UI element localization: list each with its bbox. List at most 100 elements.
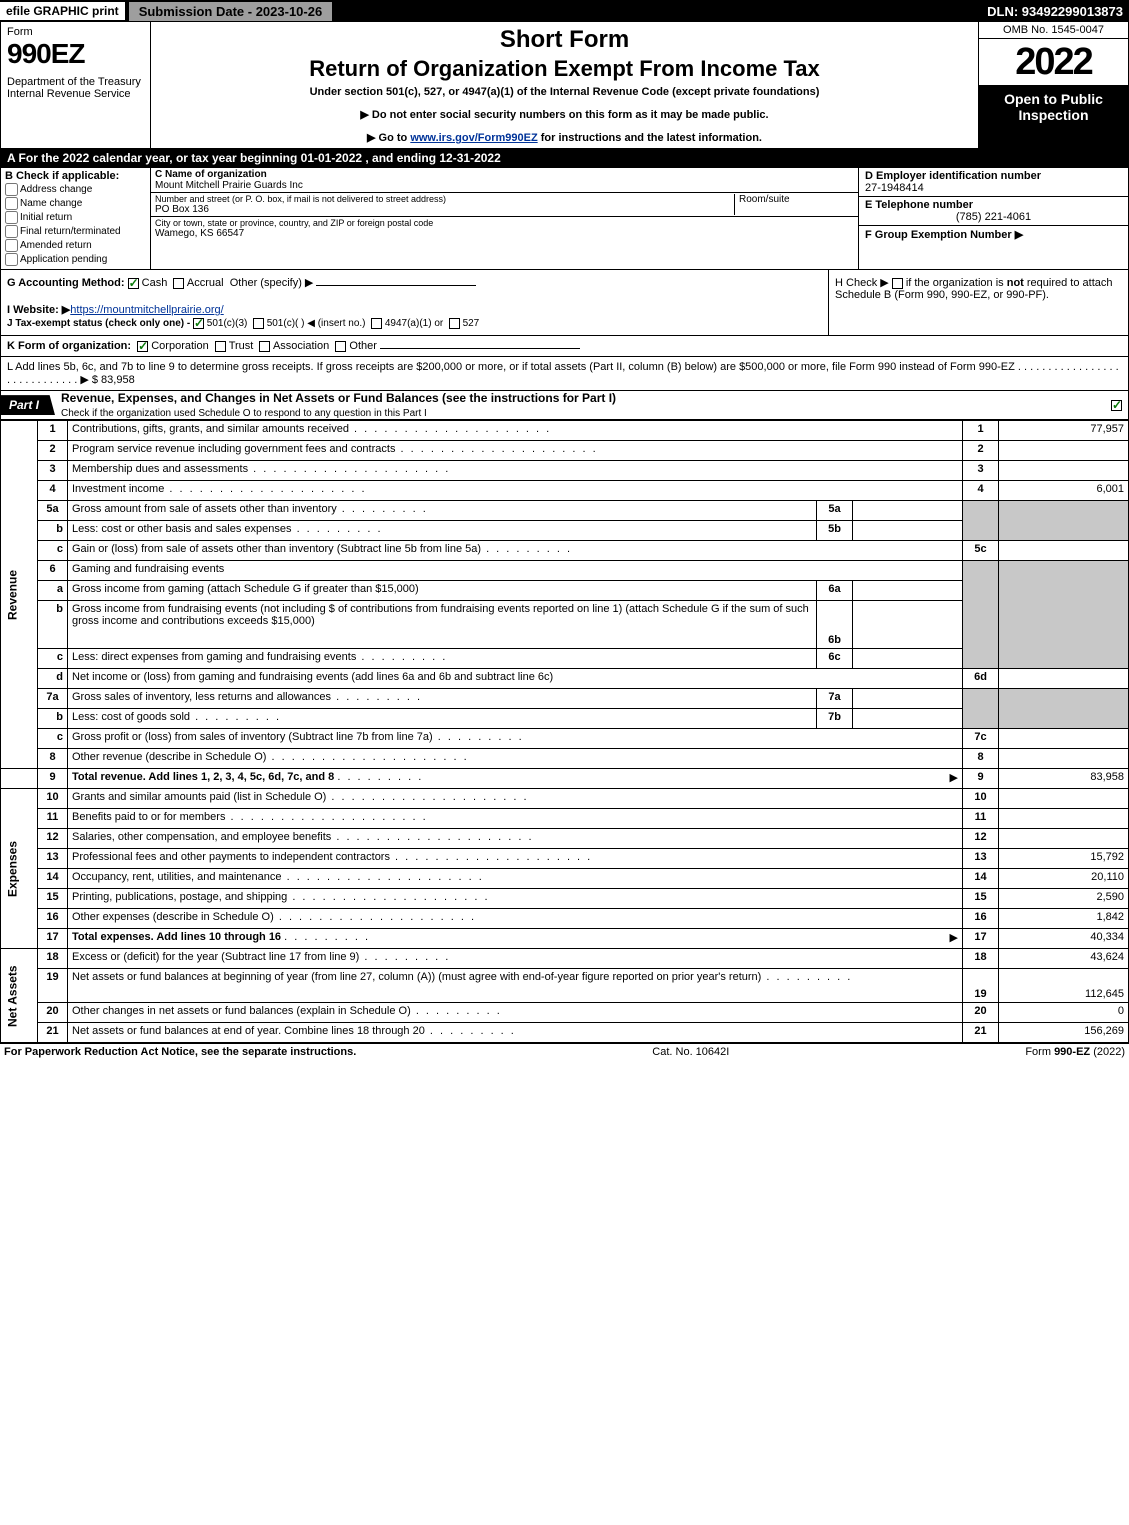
line1-rlabel: 1: [963, 421, 999, 441]
chk-application-pending[interactable]: Application pending: [5, 253, 146, 266]
line6b-num: b: [38, 601, 68, 649]
line6a-desc: Gross income from gaming (attach Schedul…: [68, 581, 817, 601]
line7b-desc: Less: cost of goods sold: [68, 709, 817, 729]
chk-527[interactable]: [449, 318, 460, 329]
e-label: E Telephone number: [865, 199, 973, 211]
footer-catno: Cat. No. 10642I: [652, 1046, 729, 1058]
line17-value: 40,334: [999, 929, 1129, 949]
line7c-rlabel: 7c: [963, 729, 999, 749]
chk-association[interactable]: [259, 341, 270, 352]
line7a-inlabel: 7a: [817, 689, 853, 709]
line7b-inlabel: 7b: [817, 709, 853, 729]
chk-cash[interactable]: [128, 278, 139, 289]
line18-value: 43,624: [999, 949, 1129, 969]
l-text: L Add lines 5b, 6c, and 7b to line 9 to …: [7, 361, 1119, 386]
line16-rlabel: 16: [963, 909, 999, 929]
line6d-rlabel: 6d: [963, 669, 999, 689]
line4-rlabel: 4: [963, 481, 999, 501]
line9-rlabel: 9: [963, 769, 999, 789]
line19-num: 19: [38, 969, 68, 1003]
line2-num: 2: [38, 441, 68, 461]
part1-header: Part I Revenue, Expenses, and Changes in…: [0, 391, 1129, 420]
chk-address-change[interactable]: Address change: [5, 183, 146, 196]
line11-num: 11: [38, 809, 68, 829]
header-right: OMB No. 1545-0047 2022 Open to Public In…: [978, 22, 1128, 148]
line4-num: 4: [38, 481, 68, 501]
line2-desc: Program service revenue including govern…: [68, 441, 963, 461]
line10-rlabel: 10: [963, 789, 999, 809]
website-link[interactable]: https://mountmitchellprairie.org/: [70, 304, 223, 316]
g-acc-label: G Accounting Method:: [7, 277, 125, 289]
i-website-label: I Website: ▶: [7, 304, 70, 316]
omb-number: OMB No. 1545-0047: [979, 22, 1128, 39]
irs-link[interactable]: www.irs.gov/Form990EZ: [410, 132, 537, 144]
form-number: 990EZ: [7, 38, 144, 70]
line6c-desc: Less: direct expenses from gaming and fu…: [68, 649, 817, 669]
chk-amended-return[interactable]: Amended return: [5, 239, 146, 252]
line5a-inval: [853, 501, 963, 521]
chk-4947[interactable]: [371, 318, 382, 329]
line15-num: 15: [38, 889, 68, 909]
line9-desc: Total revenue. Add lines 1, 2, 3, 4, 5c,…: [68, 769, 963, 789]
line6d-num: d: [38, 669, 68, 689]
city-label: City or town, state or province, country…: [155, 218, 433, 228]
line14-desc: Occupancy, rent, utilities, and maintena…: [68, 869, 963, 889]
chk-other-org[interactable]: [335, 341, 346, 352]
line14-value: 20,110: [999, 869, 1129, 889]
line1-num: 1: [38, 421, 68, 441]
line14-num: 14: [38, 869, 68, 889]
chk-501c3[interactable]: [193, 318, 204, 329]
ssn-note: ▶ Do not enter social security numbers o…: [159, 108, 970, 121]
line1-desc: Contributions, gifts, grants, and simila…: [68, 421, 963, 441]
chk-corporation[interactable]: [137, 341, 148, 352]
line6c-inlabel: 6c: [817, 649, 853, 669]
line11-rlabel: 11: [963, 809, 999, 829]
chk-final-return[interactable]: Final return/terminated: [5, 225, 146, 238]
line7a-inval: [853, 689, 963, 709]
part1-table: Revenue 1 Contributions, gifts, grants, …: [0, 420, 1129, 1043]
k-corporation: Corporation: [151, 340, 208, 352]
line12-desc: Salaries, other compensation, and employ…: [68, 829, 963, 849]
line9-num: 9: [38, 769, 68, 789]
line7ab-grey: [963, 689, 999, 729]
line5ab-greyval: [999, 501, 1129, 541]
k-trust: Trust: [229, 340, 254, 352]
other-specify-line[interactable]: [316, 285, 476, 286]
chk-name-change[interactable]: Name change: [5, 197, 146, 210]
chk-accrual[interactable]: [173, 278, 184, 289]
line13-value: 15,792: [999, 849, 1129, 869]
accrual-label: Accrual: [187, 277, 224, 289]
line5a-inlabel: 5a: [817, 501, 853, 521]
chk-501c[interactable]: [253, 318, 264, 329]
line5a-num: 5a: [38, 501, 68, 521]
cash-label: Cash: [142, 277, 168, 289]
line7c-desc: Gross profit or (loss) from sales of inv…: [68, 729, 963, 749]
chk-trust[interactable]: [215, 341, 226, 352]
part1-title: Revenue, Expenses, and Changes in Net As…: [55, 391, 1111, 419]
line12-value: [999, 829, 1129, 849]
line7a-num: 7a: [38, 689, 68, 709]
line21-desc: Net assets or fund balances at end of ye…: [68, 1023, 963, 1043]
line6c-inval: [853, 649, 963, 669]
form-word: Form: [7, 26, 144, 38]
street-value: PO Box 136: [155, 204, 734, 215]
row-a-calendar: A For the 2022 calendar year, or tax yea…: [0, 149, 1129, 168]
line3-desc: Membership dues and assessments: [68, 461, 963, 481]
chk-schedule-b[interactable]: [892, 278, 903, 289]
efile-label[interactable]: efile GRAPHIC print: [0, 2, 125, 20]
part1-schedule-o-chk[interactable]: [1111, 398, 1128, 412]
k-other-line[interactable]: [380, 348, 580, 349]
line15-desc: Printing, publications, postage, and shi…: [68, 889, 963, 909]
line5c-desc: Gain or (loss) from sale of assets other…: [68, 541, 963, 561]
line5b-num: b: [38, 521, 68, 541]
line7b-num: b: [38, 709, 68, 729]
line5a-desc: Gross amount from sale of assets other t…: [68, 501, 817, 521]
line5b-inlabel: 5b: [817, 521, 853, 541]
dln: DLN: 93492299013873: [987, 4, 1129, 19]
line14-rlabel: 14: [963, 869, 999, 889]
chk-initial-return[interactable]: Initial return: [5, 211, 146, 224]
col-def: D Employer identification number 27-1948…: [858, 168, 1128, 269]
j-4947: 4947(a)(1) or: [385, 318, 443, 329]
form-header: Form 990EZ Department of the Treasury In…: [0, 22, 1129, 149]
line8-value: [999, 749, 1129, 769]
